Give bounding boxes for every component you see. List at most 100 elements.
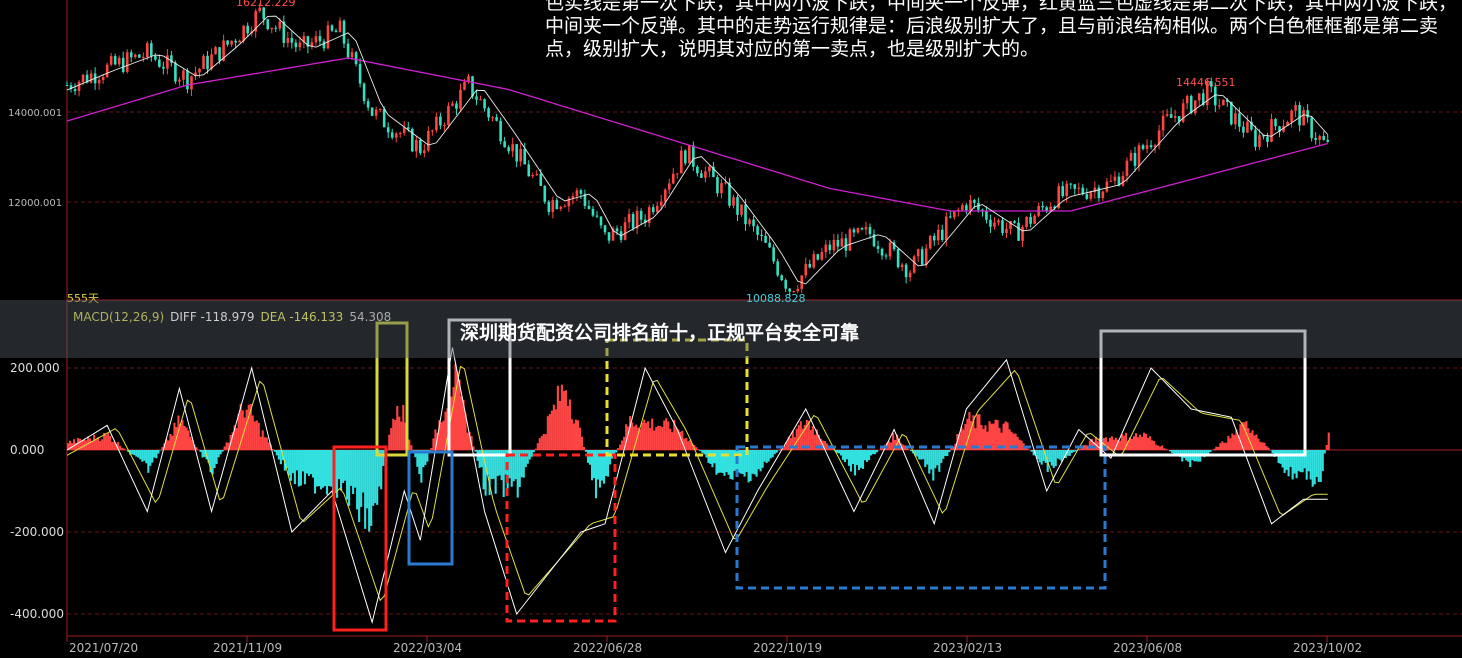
macd-histogram-bar (181, 420, 184, 450)
candle-body (920, 249, 924, 265)
macd-histogram-bar (550, 410, 553, 450)
candle-body (591, 208, 595, 216)
candle-body (531, 175, 535, 177)
macd-histogram-bar (968, 411, 971, 450)
macd-histogram-bar (396, 405, 399, 450)
macd-histogram-bar (753, 450, 756, 475)
macd-legend: MACD(12,26,9) DIFF -118.979 DEA -146.133 54… (73, 310, 397, 324)
candle-body (274, 27, 278, 29)
macd-histogram-bar (580, 436, 584, 450)
macd-histogram-bar (1139, 434, 1142, 450)
candle-body (302, 36, 306, 43)
candle-body (1298, 105, 1301, 126)
macd-histogram-bar (677, 429, 680, 450)
macd-histogram-bar (1261, 442, 1264, 450)
macd-histogram-bar (1048, 450, 1051, 463)
candle-body (499, 120, 502, 142)
macd-histogram-bar (1084, 445, 1087, 450)
candle-body (170, 55, 173, 63)
macd-histogram-bar (743, 450, 746, 477)
macd-histogram-bar (741, 450, 744, 474)
candle-body (431, 130, 434, 132)
macd-histogram-bar (1008, 429, 1011, 450)
macd-histogram-bar (966, 418, 969, 450)
macd-histogram-bar (1293, 450, 1296, 474)
macd-histogram-bar (972, 415, 975, 450)
macd-histogram-bar (793, 437, 796, 450)
macd-histogram-bar (1175, 450, 1178, 456)
candle-body (872, 234, 876, 247)
macd-histogram-bar (1275, 450, 1278, 456)
candle-body (892, 242, 896, 250)
macd-histogram-bar (454, 363, 457, 450)
annotation-box (505, 453, 617, 623)
macd-histogram-bar (257, 422, 260, 450)
macd-histogram-bar (1217, 446, 1220, 450)
macd-name[interactable]: MACD(12,26,9) (73, 310, 165, 324)
candle-body (1053, 206, 1056, 209)
candle-body (487, 108, 490, 118)
candle-body (202, 55, 205, 69)
macd-histogram-bar (1249, 432, 1252, 450)
candle-body (1177, 116, 1181, 122)
macd-histogram-bar (271, 448, 274, 450)
macd-histogram-bar (155, 450, 158, 459)
macd-tick-label: 0.000 (10, 443, 44, 457)
macd-histogram-bar (1141, 436, 1144, 450)
macd-histogram-bar (777, 450, 780, 451)
candle-body (796, 288, 800, 292)
macd-histogram-bar (964, 424, 967, 450)
macd-histogram-bar (978, 414, 981, 450)
macd-histogram-bar (378, 450, 381, 487)
macd-histogram-bar (211, 450, 214, 475)
candle-body (290, 38, 294, 43)
macd-histogram-bar (133, 450, 136, 456)
macd-histogram-bar (161, 447, 164, 450)
candle-body (415, 139, 418, 152)
macd-histogram-bar (855, 450, 859, 466)
macd-histogram-bar (1307, 450, 1310, 472)
macd-histogram-bar (1104, 437, 1107, 450)
macd-histogram-bar (554, 409, 557, 450)
macd-histogram-bar (147, 450, 150, 473)
macd-histogram-bar (223, 446, 226, 450)
macd-histogram-bar (1223, 442, 1226, 450)
macd-histogram-bar (1153, 440, 1156, 450)
annotation-box (1099, 329, 1307, 457)
candle-body (547, 201, 551, 212)
candle-body (936, 229, 940, 241)
macd-histogram-bar (245, 409, 248, 450)
macd-histogram-bar (681, 430, 684, 450)
macd-histogram-bar (354, 450, 357, 488)
macd-histogram-bar (424, 450, 427, 465)
macd-histogram-bar (1132, 436, 1136, 450)
macd-histogram-bar (725, 450, 728, 473)
macd-histogram-bar (107, 433, 110, 450)
macd-histogram-bar (857, 450, 861, 471)
candle-body (246, 25, 249, 34)
candle-body (1189, 96, 1193, 114)
macd-histogram-bar (1068, 450, 1071, 456)
candle-body (1282, 125, 1285, 132)
macd-histogram-bar (1143, 432, 1146, 450)
macd-histogram-bar (171, 435, 174, 450)
macd-histogram-bar (1088, 440, 1091, 450)
macd-histogram-bar (1255, 434, 1258, 450)
candle-body (73, 89, 77, 92)
macd-histogram-bar (588, 450, 592, 465)
macd-histogram-bar (1000, 432, 1003, 450)
candle-body (856, 228, 860, 233)
macd-histogram-bar (1155, 444, 1158, 450)
macd-histogram-bar (904, 445, 907, 450)
candle-body (583, 193, 587, 207)
macd-histogram-bar (215, 450, 218, 464)
candle-body (744, 204, 747, 225)
candle-body (965, 205, 968, 211)
macd-histogram-bar (996, 420, 999, 450)
candle-body (1314, 138, 1317, 140)
candle-body (1093, 187, 1097, 193)
macd-histogram-bar (1325, 444, 1328, 450)
macd-histogram-bar (99, 441, 102, 450)
candle-body (1041, 205, 1044, 208)
